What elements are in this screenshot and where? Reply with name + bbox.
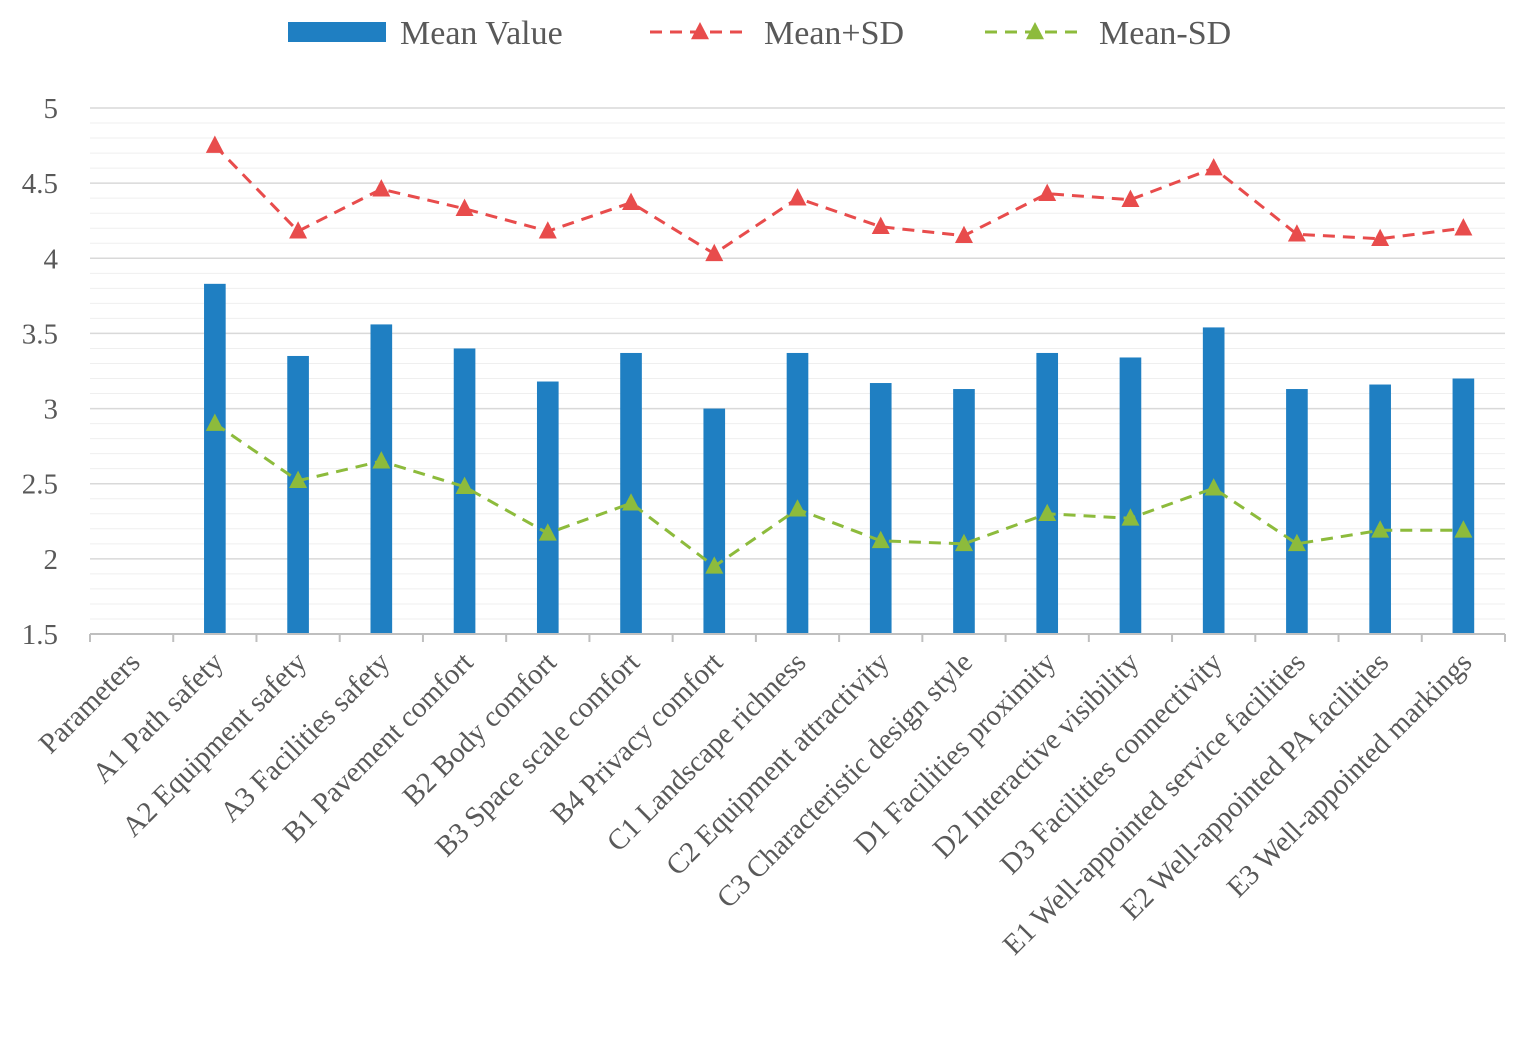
mean-minus-sd-point bbox=[1454, 520, 1473, 538]
mean-plus-sd-point bbox=[1287, 224, 1306, 242]
legend-mean-minus-sd-marker bbox=[1026, 21, 1044, 40]
bar-mean-value bbox=[1452, 378, 1475, 634]
mean-minus-sd-point bbox=[289, 470, 308, 488]
bar-mean-value bbox=[204, 283, 226, 634]
legend-mean-value-swatch bbox=[288, 22, 386, 42]
mean-plus-sd-point bbox=[455, 198, 474, 216]
mean-value-bars bbox=[204, 283, 1475, 634]
bar-mean-value bbox=[1286, 389, 1308, 634]
x-category-label: B2 Body comfort bbox=[397, 646, 563, 812]
mean-minus-sd-point bbox=[788, 499, 807, 517]
mean-minus-sd-point bbox=[1371, 520, 1390, 538]
bar-mean-value bbox=[287, 355, 309, 634]
bar-mean-value bbox=[370, 324, 393, 634]
mean-minus-sd-point bbox=[705, 556, 724, 574]
bar-mean-value bbox=[1119, 357, 1142, 634]
y-tick-label: 2 bbox=[44, 544, 59, 576]
mean-minus-sd-point bbox=[622, 493, 641, 511]
legend-mean-value-label: Mean Value bbox=[400, 15, 563, 52]
bar-mean-value bbox=[953, 389, 975, 634]
mean-plus-sd-point bbox=[289, 221, 308, 239]
x-axis bbox=[89, 633, 1506, 642]
mean-minus-sd-point bbox=[205, 413, 224, 431]
y-tick-label: 3 bbox=[44, 394, 59, 426]
x-category-label: E1 Well-appointed service facilities bbox=[997, 646, 1312, 961]
mean-minus-sd-point bbox=[372, 451, 391, 469]
mean-plus-sd-point bbox=[788, 188, 807, 206]
legend: Mean Value Mean+SD Mean-SD bbox=[288, 15, 1231, 52]
mean-plus-sd-point bbox=[1038, 183, 1057, 201]
mean-plus-sd-point bbox=[1204, 158, 1223, 176]
mean-plus-sd-point bbox=[1454, 218, 1473, 236]
legend-mean-minus-sd-label: Mean-SD bbox=[1099, 15, 1231, 52]
bar-mean-value bbox=[1036, 352, 1059, 634]
mean-plus-sd-line bbox=[213, 144, 1464, 256]
mean-minus-sd-point bbox=[871, 530, 890, 549]
y-tick-label: 2.5 bbox=[22, 469, 58, 501]
mean-plus-sd-point bbox=[1121, 189, 1140, 207]
mean-minus-sd-point bbox=[538, 523, 557, 541]
mean-minus-sd-point bbox=[1121, 508, 1140, 526]
bar-mean-value bbox=[786, 352, 809, 634]
mean-plus-sd-point bbox=[538, 221, 557, 239]
mean-minus-sd-point bbox=[1204, 478, 1223, 496]
mean-plus-sd-point bbox=[954, 225, 973, 244]
mean-minus-sd-point bbox=[1038, 503, 1057, 522]
mean-minus-sd-point bbox=[1287, 533, 1306, 552]
mean-plus-sd-point bbox=[622, 192, 641, 210]
bar-mean-value bbox=[703, 408, 726, 634]
mean-plus-sd-point bbox=[372, 179, 391, 197]
y-tick-label: 1.5 bbox=[22, 619, 58, 651]
y-tick-label: 4.5 bbox=[22, 168, 58, 200]
mean-plus-sd-point bbox=[1371, 228, 1390, 247]
legend-mean-plus-sd-label: Mean+SD bbox=[764, 15, 904, 52]
mean-plus-sd-point bbox=[871, 216, 890, 235]
bar-mean-value bbox=[536, 381, 559, 634]
sd-lines bbox=[205, 135, 1473, 574]
y-tick-label: 4 bbox=[44, 243, 59, 275]
mean-plus-sd-point bbox=[205, 135, 224, 153]
mean-minus-sd-point bbox=[954, 533, 973, 552]
legend-mean-plus-sd-marker bbox=[691, 21, 709, 40]
mean-minus-sd-point bbox=[455, 476, 474, 495]
bar-mean-value bbox=[869, 383, 892, 634]
mean-plus-sd-point bbox=[705, 243, 724, 262]
bar-mean-value bbox=[1369, 384, 1391, 634]
y-tick-label: 5 bbox=[44, 93, 59, 125]
y-tick-label: 3.5 bbox=[22, 318, 58, 350]
y-axis-tick-labels: 1.5 2 2.5 3 3.5 4 4.5 5 bbox=[22, 93, 59, 651]
mean-minus-sd-line bbox=[214, 422, 1464, 569]
